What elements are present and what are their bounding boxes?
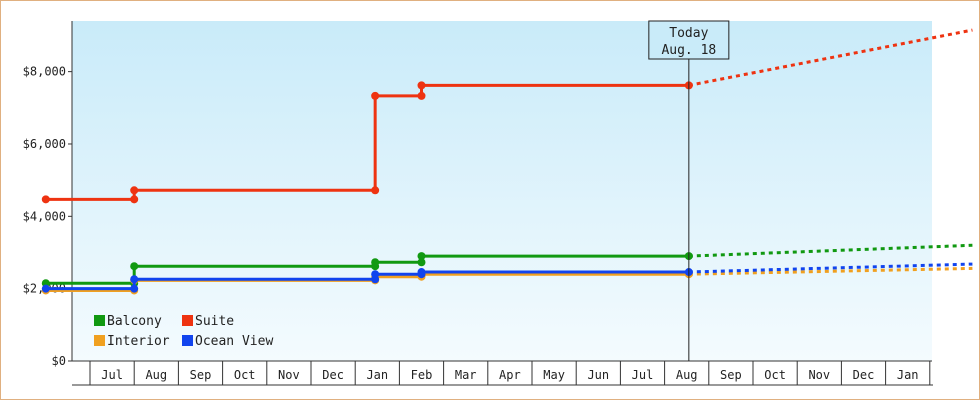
series-point [41, 195, 50, 204]
x-tick-label: Apr [499, 368, 521, 382]
legend-swatch [94, 335, 105, 346]
series-point [371, 91, 380, 100]
series-point [130, 284, 139, 293]
series-suite [41, 28, 973, 204]
series-layer [41, 28, 973, 295]
series-point [371, 258, 380, 267]
series-point [41, 284, 50, 293]
y-tick-label: $6,000 [23, 137, 66, 151]
x-tick-label: Oct [764, 368, 786, 382]
series-point [371, 270, 380, 279]
y-tick-label: $0 [52, 354, 66, 368]
series-point [130, 195, 139, 204]
x-tick-label: Dec [322, 368, 344, 382]
legend-swatch [94, 315, 105, 326]
x-tick-label: Aug [676, 368, 698, 382]
series-point [130, 262, 139, 271]
series-ocean-view [41, 262, 973, 293]
today-marker: Today Aug. 18 [648, 20, 730, 361]
x-tick-label: Jan [366, 368, 388, 382]
y-tick-label: $4,000 [23, 209, 66, 223]
x-axis: Jul Aug Sep Oct Nov Dec Jan Feb Mar Apr May Jun Jul A… [72, 360, 933, 386]
x-tick-label: Sep [720, 368, 742, 382]
series-point [417, 268, 426, 277]
series-point [417, 252, 426, 261]
x-tick-label: Jul [632, 368, 654, 382]
legend-swatch [182, 335, 193, 346]
series-forecast-line [688, 28, 973, 87]
x-tick-label: Nov [808, 368, 830, 382]
x-tick-label: Jul [101, 368, 123, 382]
legend-swatch [182, 315, 193, 326]
today-label: Today [669, 26, 708, 41]
series-point [417, 258, 426, 267]
x-tick-label: Mar [455, 368, 477, 382]
today-date: Aug. 18 [661, 43, 716, 58]
today-box [648, 20, 730, 60]
legend-label: Interior [107, 334, 170, 349]
x-tick-label: Aug [145, 368, 167, 382]
legend: Balcony Suite Interior Ocean View [94, 314, 273, 349]
legend-label: Balcony [107, 314, 162, 329]
x-tick-label: Feb [411, 368, 433, 382]
series-point [371, 186, 380, 195]
series-point [417, 81, 426, 90]
x-tick-label: Nov [278, 368, 300, 382]
x-tick-label: May [543, 368, 565, 382]
y-tick-label: $8,000 [23, 65, 66, 79]
x-tick-label: Dec [853, 368, 875, 382]
x-tick-label: Jun [587, 368, 609, 382]
x-tick-label: Oct [234, 368, 256, 382]
y-axis: $0$2,000$4,000$6,000$8,000 [23, 21, 73, 368]
legend-label: Ocean View [195, 334, 273, 349]
legend-label: Suite [195, 314, 234, 329]
x-tick-label: Jan [897, 368, 919, 382]
series-point [130, 186, 139, 195]
series-point [130, 275, 139, 284]
series-point [417, 91, 426, 100]
x-tick-label: Sep [190, 368, 212, 382]
